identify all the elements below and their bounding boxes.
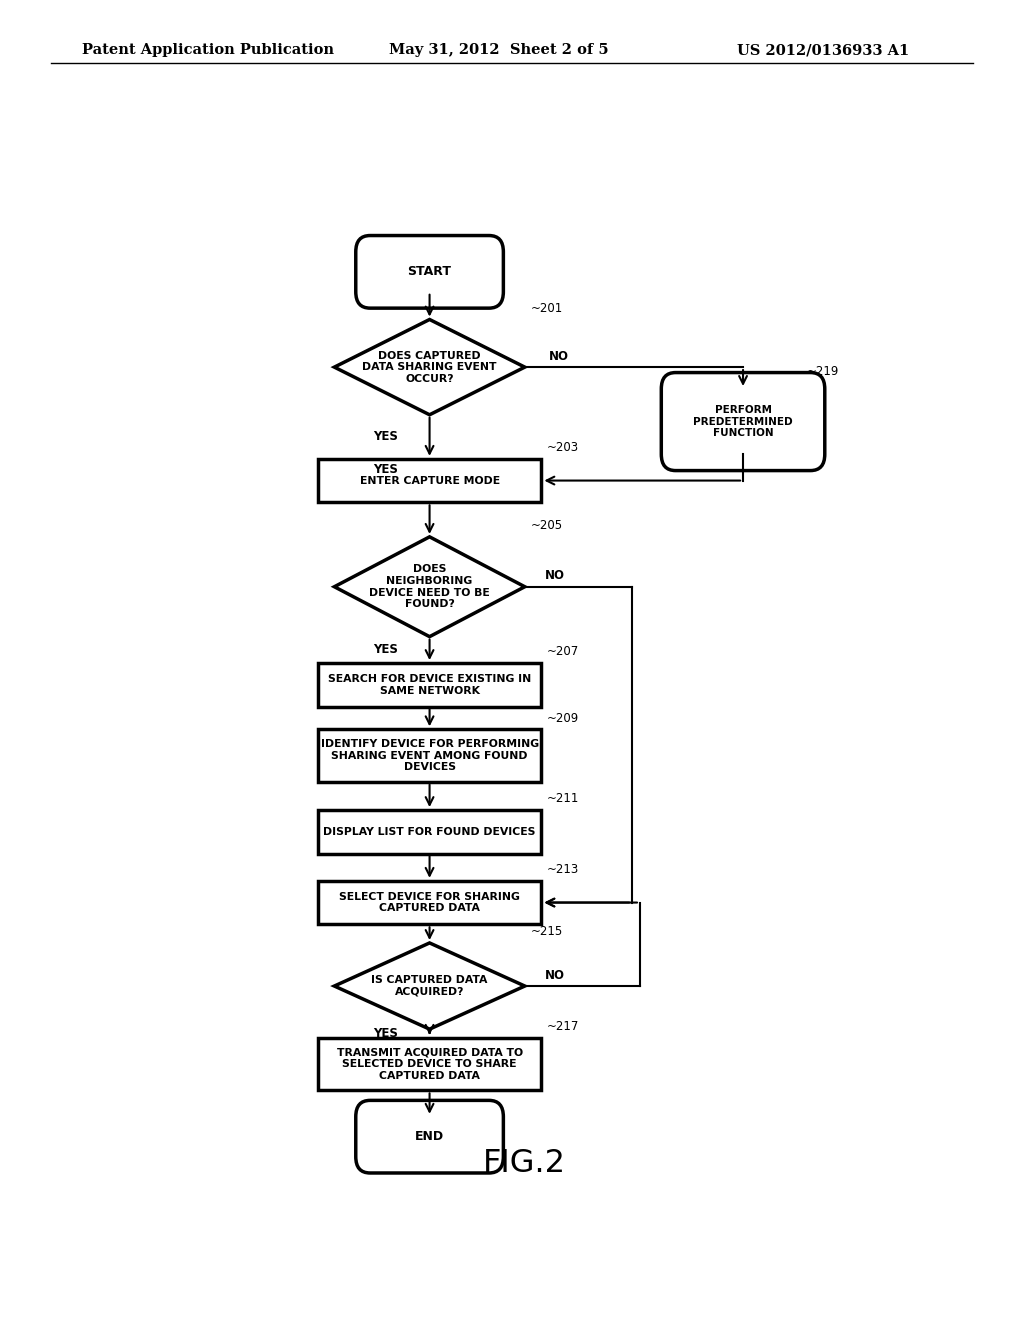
Text: TRANSMIT ACQUIRED DATA TO
SELECTED DEVICE TO SHARE
CAPTURED DATA: TRANSMIT ACQUIRED DATA TO SELECTED DEVIC…	[337, 1048, 522, 1081]
Text: ~219: ~219	[807, 366, 839, 378]
Text: ~201: ~201	[531, 302, 563, 315]
Bar	[318, 810, 541, 854]
Text: YES: YES	[374, 643, 398, 656]
Text: YES: YES	[374, 430, 398, 444]
Text: ~213: ~213	[547, 863, 580, 876]
Text: SELECT DEVICE FOR SHARING
CAPTURED DATA: SELECT DEVICE FOR SHARING CAPTURED DATA	[339, 892, 520, 913]
Text: IS CAPTURED DATA
ACQUIRED?: IS CAPTURED DATA ACQUIRED?	[372, 975, 487, 997]
Text: DOES
NEIGHBORING
DEVICE NEED TO BE
FOUND?: DOES NEIGHBORING DEVICE NEED TO BE FOUND…	[370, 565, 489, 609]
Text: Patent Application Publication: Patent Application Publication	[82, 44, 334, 57]
Text: END: END	[415, 1130, 444, 1143]
FancyBboxPatch shape	[355, 235, 504, 308]
Text: NO: NO	[545, 569, 564, 582]
Bar	[318, 1038, 541, 1090]
Text: ~217: ~217	[547, 1020, 580, 1034]
Bar	[318, 729, 541, 781]
Text: DISPLAY LIST FOR FOUND DEVICES: DISPLAY LIST FOR FOUND DEVICES	[324, 826, 536, 837]
Bar	[318, 459, 541, 503]
Text: NO: NO	[545, 969, 564, 982]
Text: ENTER CAPTURE MODE: ENTER CAPTURE MODE	[359, 475, 500, 486]
Text: ~203: ~203	[547, 441, 580, 454]
Text: ~209: ~209	[547, 711, 580, 725]
Text: PERFORM
PREDETERMINED
FUNCTION: PERFORM PREDETERMINED FUNCTION	[693, 405, 793, 438]
Text: ~211: ~211	[547, 792, 580, 805]
Text: May 31, 2012  Sheet 2 of 5: May 31, 2012 Sheet 2 of 5	[389, 44, 608, 57]
Text: START: START	[408, 265, 452, 279]
Text: US 2012/0136933 A1: US 2012/0136933 A1	[737, 44, 909, 57]
Text: SEARCH FOR DEVICE EXISTING IN
SAME NETWORK: SEARCH FOR DEVICE EXISTING IN SAME NETWO…	[328, 675, 531, 696]
Bar	[318, 880, 541, 924]
Text: FIG.2: FIG.2	[483, 1148, 566, 1179]
Polygon shape	[334, 537, 524, 636]
Text: NO: NO	[549, 350, 568, 363]
Text: YES: YES	[374, 1027, 398, 1040]
FancyBboxPatch shape	[662, 372, 824, 471]
Polygon shape	[334, 942, 524, 1030]
Text: ~205: ~205	[531, 519, 563, 532]
Polygon shape	[334, 319, 524, 414]
Text: ~207: ~207	[547, 645, 580, 659]
Text: ~215: ~215	[531, 925, 563, 939]
Text: YES: YES	[374, 463, 398, 477]
Bar	[318, 663, 541, 706]
FancyBboxPatch shape	[355, 1101, 504, 1173]
Text: DOES CAPTURED
DATA SHARING EVENT
OCCUR?: DOES CAPTURED DATA SHARING EVENT OCCUR?	[362, 351, 497, 384]
Text: IDENTIFY DEVICE FOR PERFORMING
SHARING EVENT AMONG FOUND
DEVICES: IDENTIFY DEVICE FOR PERFORMING SHARING E…	[321, 739, 539, 772]
